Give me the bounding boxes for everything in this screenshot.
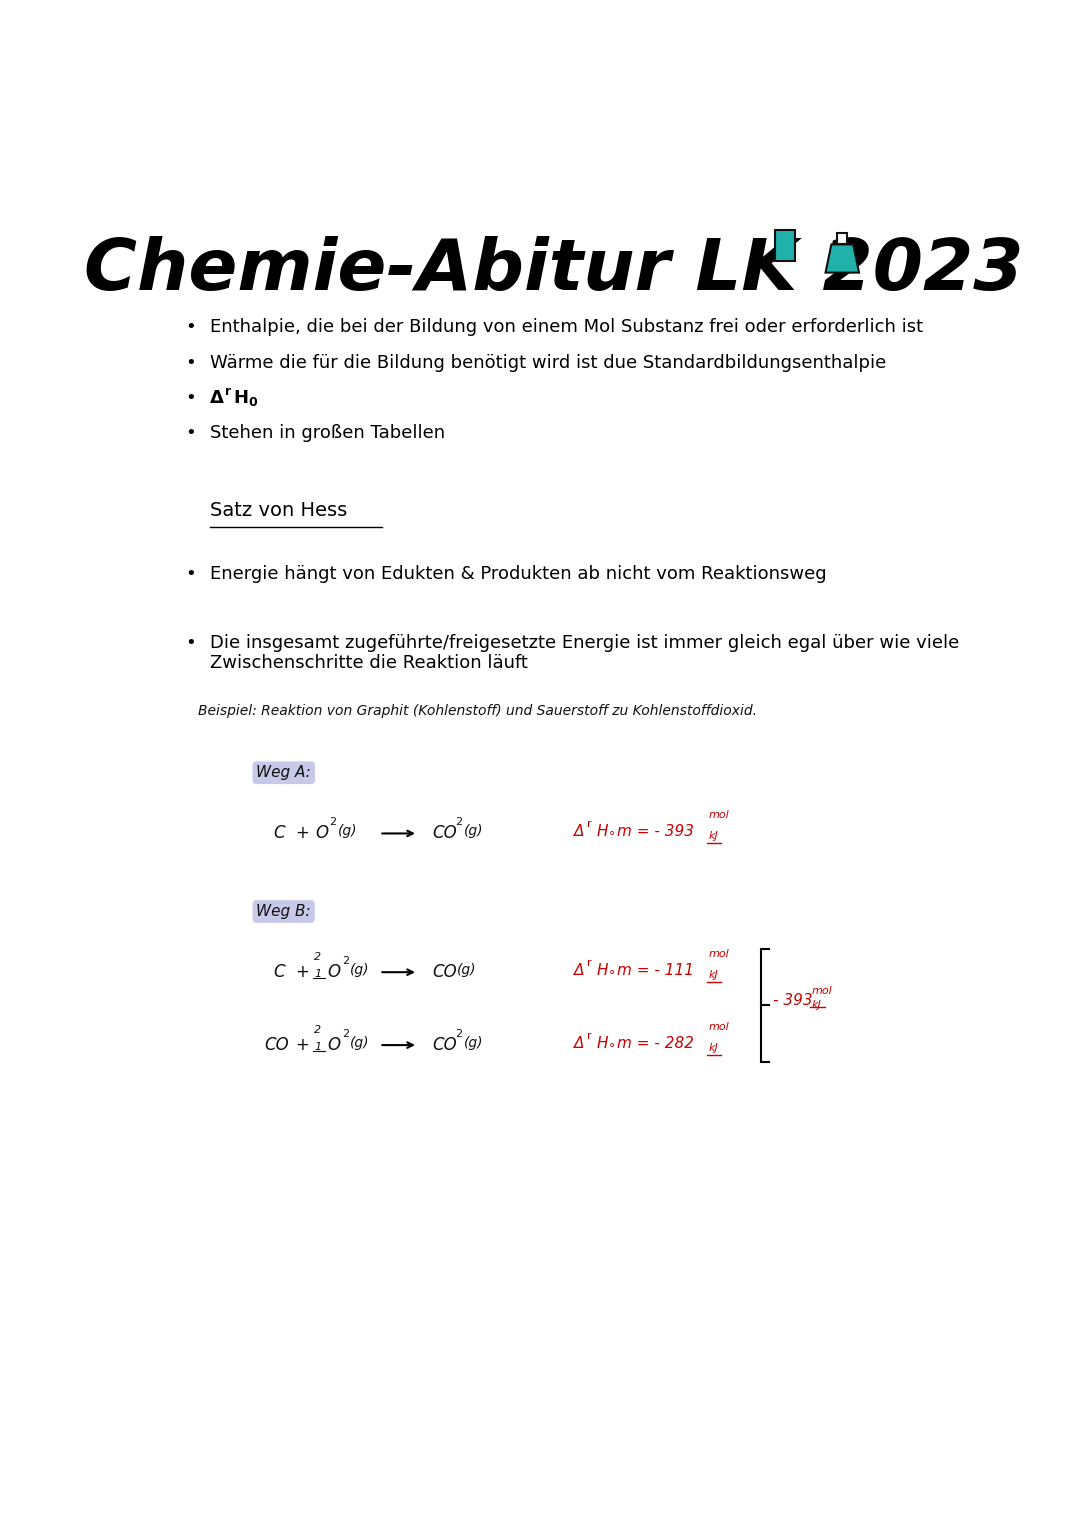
Text: mol: mol [708,1022,729,1032]
Text: O: O [315,825,328,841]
Text: (g): (g) [464,1035,484,1049]
Text: kJ: kJ [811,1000,821,1011]
Text: Beispiel: Reaktion von Graphit (Kohlenstoff) und Sauerstoff zu Kohlenstoffdioxid: Beispiel: Reaktion von Graphit (Kohlenst… [198,704,757,718]
Text: r: r [588,1031,592,1041]
Text: kJ: kJ [708,1043,718,1052]
Text: °: ° [609,831,616,843]
Text: C: C [273,825,285,841]
Text: H: H [596,825,608,838]
Text: CO: CO [432,825,457,841]
Polygon shape [837,232,848,244]
Text: 2: 2 [456,817,462,828]
Text: Δ: Δ [211,389,225,408]
Text: CO: CO [265,1035,289,1054]
Text: °: ° [609,968,616,982]
Text: 2: 2 [314,1025,321,1035]
Text: H: H [233,389,248,408]
Text: 1: 1 [314,968,321,979]
Text: •: • [186,634,195,652]
Text: kJ: kJ [708,831,718,841]
Text: r: r [588,957,592,968]
Text: °: ° [609,1041,616,1055]
Text: r: r [588,820,592,829]
Text: H: H [596,964,608,977]
Text: kJ: kJ [708,970,718,980]
Text: m = - 111: m = - 111 [617,964,694,977]
Text: 2: 2 [341,956,349,965]
Text: Δ: Δ [575,1035,584,1051]
Text: mol: mol [708,809,729,820]
Text: Δ: Δ [575,964,584,977]
Text: •: • [186,425,195,443]
Text: CO: CO [432,1035,457,1054]
Text: mol: mol [708,948,729,959]
Text: O: O [327,964,340,980]
Text: Energie hängt von Edukten & Produkten ab nicht vom Reaktionsweg: Energie hängt von Edukten & Produkten ab… [211,565,827,583]
Text: Weg B:: Weg B: [256,904,311,919]
Text: Weg A:: Weg A: [256,765,311,780]
Text: +: + [296,964,310,980]
Text: •: • [186,389,195,408]
Text: Satz von Hess: Satz von Hess [211,501,348,519]
Text: •: • [186,565,195,583]
Text: C: C [273,964,285,980]
Polygon shape [775,231,795,261]
Text: Δ: Δ [575,825,584,838]
Text: (g): (g) [350,1035,369,1049]
Text: +: + [296,825,310,841]
Text: (g): (g) [338,825,357,838]
Text: Chemie-Abitur LK 2023: Chemie-Abitur LK 2023 [84,237,1023,305]
Text: Enthalpie, die bei der Bildung von einem Mol Substanz frei oder erforderlich ist: Enthalpie, die bei der Bildung von einem… [211,319,923,336]
Text: m = - 393: m = - 393 [617,825,694,838]
Text: CO: CO [432,964,457,980]
Text: O: O [327,1035,340,1054]
Polygon shape [825,244,859,273]
Text: •: • [186,319,195,336]
Text: (g): (g) [350,964,369,977]
Text: (g): (g) [457,964,476,977]
Text: Die insgesamt zugeführte/freigesetzte Energie ist immer gleich egal über wie vie: Die insgesamt zugeführte/freigesetzte En… [211,634,959,672]
Text: 1: 1 [314,1041,321,1052]
Text: (g): (g) [464,825,484,838]
Text: H: H [596,1035,608,1051]
Text: 2: 2 [314,953,321,962]
Text: r: r [226,385,231,399]
Text: Stehen in großen Tabellen: Stehen in großen Tabellen [211,425,445,443]
Text: 0: 0 [248,395,258,409]
Text: mol: mol [811,986,832,996]
Text: +: + [296,1035,310,1054]
Text: •: • [186,354,195,371]
Text: Wärme die für die Bildung benötigt wird ist due Standardbildungsenthalpie: Wärme die für die Bildung benötigt wird … [211,354,887,371]
Text: - 393: - 393 [773,994,812,1008]
Text: 2: 2 [456,1029,462,1038]
Text: m = - 282: m = - 282 [617,1035,694,1051]
Text: 2: 2 [341,1029,349,1038]
Text: 2: 2 [329,817,336,828]
